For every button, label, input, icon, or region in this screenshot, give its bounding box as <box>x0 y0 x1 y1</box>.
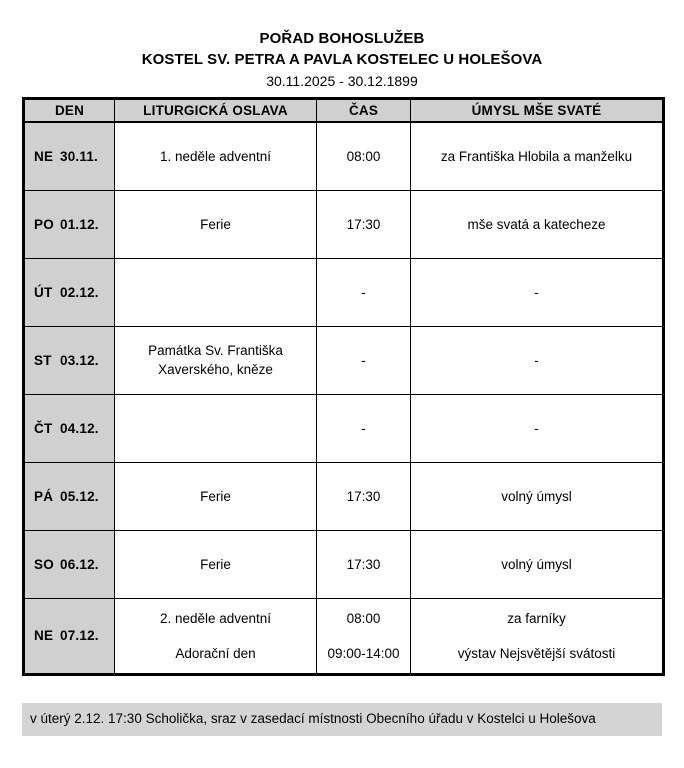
table-row: PO 01.12. Ferie 17:30 mše svatá a kateche… <box>23 189 664 259</box>
cell-intention: volný úmysl <box>410 529 664 599</box>
cell-time: 17:30 <box>316 189 411 259</box>
table-row: PÁ 05.12. Ferie 17:30 volný úmysl <box>23 461 664 531</box>
cell-liturgy <box>114 393 317 463</box>
cell-intention: mše svatá a katecheze <box>410 189 664 259</box>
day-abbreviation: ÚT <box>34 284 53 300</box>
cell-day: ČT 04.12. <box>23 393 115 463</box>
page-title: POŘAD BOHOSLUŽEB <box>259 30 425 47</box>
liturgy-secondary: Adorační den <box>175 645 256 661</box>
cell-intention: - <box>410 257 664 327</box>
cell-liturgy: Památka Sv. Františka Xaverského, kněze <box>114 325 317 395</box>
date-range: 30.11.2025 - 30.12.1899 <box>266 73 418 89</box>
table-row: ÚT 02.12. - - <box>23 257 664 327</box>
table-header-row: DEN LITURGICKÁ OSLAVA ČAS ÚMYSL MŠE SVAT… <box>23 98 664 123</box>
cell-intention: - <box>410 393 664 463</box>
cell-time: - <box>316 257 411 327</box>
table-row: ST 03.12. Památka Sv. Františka Xaverskéh… <box>23 325 664 395</box>
day-date: 05.12. <box>60 488 99 504</box>
cell-day: PO 01.12. <box>23 189 115 259</box>
day-abbreviation: PO <box>34 216 54 232</box>
day-abbreviation: ČT <box>34 420 53 436</box>
day-abbreviation: NE <box>34 148 54 164</box>
cell-time: 08:00 09:00-14:00 <box>316 597 411 675</box>
intention-secondary: výstav Nejsvětější svátosti <box>457 645 616 661</box>
page-subtitle: KOSTEL SV. PETRA A PAVLA KOSTELEC U HOLE… <box>141 51 543 68</box>
day-abbreviation: NE <box>34 628 54 643</box>
cell-day: NE 07.12. <box>23 597 115 675</box>
liturgy-primary: 2. neděle adventní <box>159 610 272 626</box>
cell-day: ÚT 02.12. <box>23 257 115 327</box>
cell-day: PÁ 05.12. <box>23 461 115 531</box>
cell-time: 17:30 <box>316 461 411 531</box>
cell-time: - <box>316 393 411 463</box>
time-stack: 08:00 09:00-14:00 <box>317 601 410 671</box>
cell-day: ST 03.12. <box>23 325 115 395</box>
day-date: 06.12. <box>60 556 99 572</box>
liturgy-line: Xaverského, kněze <box>158 362 273 377</box>
cell-liturgy: 1. neděle adventní <box>114 121 317 191</box>
cell-liturgy: Ferie <box>114 529 317 599</box>
cell-liturgy: Ferie <box>114 189 317 259</box>
day-date: 01.12. <box>60 216 99 232</box>
table-row: SO 06.12. Ferie 17:30 volný úmysl <box>23 529 664 599</box>
table-body: NE 30.11. 1. neděle adventní 08:00 za Fra… <box>23 121 664 675</box>
cell-liturgy: 2. neděle adventní Adorační den <box>114 597 317 675</box>
liturgy-line: Památka Sv. Františka <box>148 343 283 358</box>
cell-intention: volný úmysl <box>410 461 664 531</box>
day-date: 02.12. <box>60 284 99 300</box>
day-abbreviation: ST <box>34 352 52 368</box>
cell-intention: za Františka Hlobila a manželku <box>410 121 664 191</box>
cell-liturgy <box>114 257 317 327</box>
table-header: DEN LITURGICKÁ OSLAVA ČAS ÚMYSL MŠE SVAT… <box>23 98 664 123</box>
cell-time: - <box>316 325 411 395</box>
table-row: ČT 04.12. - - <box>23 393 664 463</box>
cell-liturgy: Ferie <box>114 461 317 531</box>
column-header-liturgy: LITURGICKÁ OSLAVA <box>114 98 317 123</box>
time-primary: 08:00 <box>346 610 381 626</box>
column-header-day: DEN <box>23 98 115 123</box>
liturgy-stack: 2. neděle adventní Adorační den <box>115 601 316 671</box>
column-header-time: ČAS <box>316 98 411 123</box>
time-secondary: 09:00-14:00 <box>327 645 400 661</box>
document-title-block: POŘAD BOHOSLUŽEB KOSTEL SV. PETRA A PAVL… <box>0 28 684 91</box>
intention-stack: za farníky výstav Nejsvětější svátosti <box>411 601 662 671</box>
cell-time: 17:30 <box>316 529 411 599</box>
table-row: NE 30.11. 1. neděle adventní 08:00 za Fra… <box>23 121 664 191</box>
footer-note: v úterý 2.12. 17:30 Scholička, sraz v za… <box>22 703 662 736</box>
cell-intention: za farníky výstav Nejsvětější svátosti <box>410 597 664 675</box>
cell-day: NE 30.11. <box>23 121 115 191</box>
cell-day: SO 06.12. <box>23 529 115 599</box>
column-header-intention: ÚMYSL MŠE SVATÉ <box>410 98 664 123</box>
table-row: NE 07.12. 2. neděle adventní Adorační den… <box>23 597 664 675</box>
cell-intention: - <box>410 325 664 395</box>
mass-schedule-table: DEN LITURGICKÁ OSLAVA ČAS ÚMYSL MŠE SVAT… <box>22 97 665 676</box>
cell-time: 08:00 <box>316 121 411 191</box>
day-date: 04.12. <box>60 420 99 436</box>
day-abbreviation: SO <box>34 556 54 572</box>
day-date: 30.11. <box>60 148 98 164</box>
liturgy-text: Památka Sv. Františka Xaverského, kněze <box>115 342 316 378</box>
day-abbreviation: PÁ <box>34 488 54 504</box>
day-date: 03.12. <box>60 352 99 368</box>
intention-primary: za farníky <box>507 610 566 626</box>
day-date: 07.12. <box>60 628 99 643</box>
